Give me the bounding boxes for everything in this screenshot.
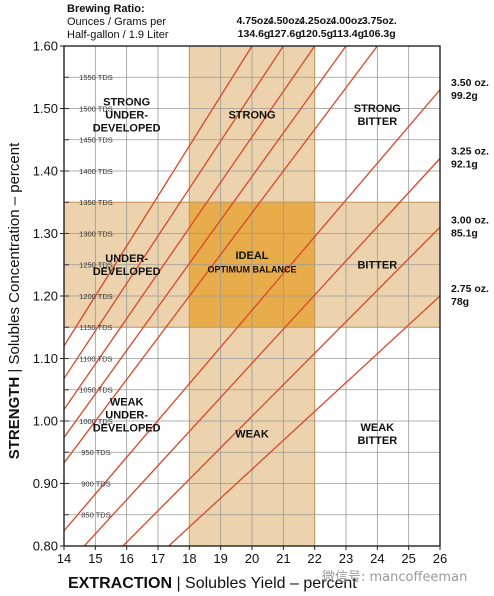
y-tick-label: 1.40 [33,164,58,179]
y-tick-label: 1.20 [33,289,58,304]
ratio-label-top-grams: 120.5g [300,28,333,40]
tds-tick-label: 1000 TDS [79,417,113,426]
y-tick-label: 1.00 [33,414,58,429]
x-tick-label: 21 [276,551,290,566]
brewing-ratio-title: Brewing Ratio: [67,3,145,15]
ratio-label-right-grams: 92.1g [451,159,478,171]
region-label: DEVELOPED [93,266,161,278]
ratio-label-right: 3.25 oz. [451,146,489,158]
x-tick-label: 16 [119,551,133,566]
y-tick-label: 1.10 [33,351,58,366]
tds-tick-label: 1300 TDS [79,229,113,238]
ratio-label-right: 3.00 oz. [451,214,489,226]
tds-tick-label: 1100 TDS [79,354,112,363]
region-label: UNDER- [105,110,148,122]
tds-tick-label: 1550 TDS [79,73,113,82]
x-tick-label: 25 [401,551,415,566]
region-label: STRONG [103,97,150,109]
region-label: OPTIMUM BALANCE [208,264,297,274]
ratio-label-top: 4.50oz. [268,15,303,27]
region-label: WEAK [235,428,269,440]
region-label: IDEAL [236,250,269,262]
tds-tick-label: 850 TDS [81,511,110,520]
y-tick-label: 1.60 [33,39,58,54]
ratio-line [83,158,440,546]
brewing-ratio-units: Ounces / Grams per [67,16,167,28]
region-label: UNDER- [105,253,148,265]
region-label: STRONG [354,103,401,115]
region-label: WEAK [361,422,395,434]
y-tick-label: 1.50 [33,101,58,116]
ratio-label-top-grams: 113.4g [332,28,364,40]
tds-tick-label: 1150 TDS [79,323,112,332]
ratio-label-top: 4.25oz. [299,15,334,27]
ratio-label-top-grams: 127.6g [269,28,302,40]
ratio-label-right-grams: 85.1g [451,227,478,239]
ratio-line [64,46,347,439]
ratio-line [64,89,440,532]
ratio-line [64,46,253,348]
tds-tick-label: 900 TDS [81,479,110,488]
x-tick-label: 24 [370,551,384,566]
ratio-label-top: 4.75oz. [236,15,271,27]
ratio-label-right-grams: 78g [451,296,469,308]
tds-tick-label: 1050 TDS [79,386,113,395]
ratio-label-right: 3.50 oz. [451,77,489,89]
y-tick-label: 1.30 [33,226,58,241]
ratio-label-top-grams: 106.3g [363,28,396,40]
y-tick-label: 0.80 [33,539,58,554]
y-axis-title-rest: | Solubles Concentration – percent [6,142,23,377]
ratio-line [64,46,284,380]
region-label: STRONG [228,110,275,122]
brewing-ratio-volume: Half-gallon / 1.9 Liter [67,29,169,41]
ratio-label-top: 3.75oz. [362,15,397,27]
x-tick-label: 26 [433,551,447,566]
tds-tick-label: 1500 TDS [79,104,113,113]
x-axis-title: EXTRACTION | Solubles Yield – percent [68,575,357,592]
ratio-line [122,226,440,546]
tds-tick-label: 1250 TDS [79,261,113,270]
x-tick-label: 15 [88,551,102,566]
tds-tick-label: 1200 TDS [79,292,113,301]
x-tick-label: 20 [245,551,259,566]
y-axis-title: STRENGTH | Solubles Concentration – perc… [6,142,23,459]
watermark: 微信号: mancoffeeman [322,570,468,585]
ratio-label-right-grams: 99.2g [451,90,478,102]
region-label: BITTER [357,260,397,272]
x-axis-title-rest: | Solubles Yield – percent [172,575,357,592]
ratio-label-top-grams: 134.6g [238,28,271,40]
ratio-line [64,46,316,411]
ratio-line [168,295,440,546]
region-label: DEVELOPED [93,123,161,135]
x-tick-label: 23 [339,551,353,566]
tds-tick-label: 1450 TDS [79,136,113,145]
y-axis-title-bold: STRENGTH [6,377,23,460]
ratio-label-top: 4.00oz. [330,15,365,27]
x-axis-title-bold: EXTRACTION [68,575,172,592]
y-tick-label: 0.90 [33,476,58,491]
x-tick-label: 19 [213,551,227,566]
x-tick-label: 22 [307,551,321,566]
tds-tick-label: 950 TDS [81,448,110,457]
region-label: WEAK [110,397,144,409]
ratio-label-right: 2.75 oz. [451,283,489,295]
x-tick-label: 18 [182,551,196,566]
tds-tick-label: 1400 TDS [79,167,113,176]
x-tick-label: 17 [151,551,165,566]
x-tick-label: 14 [57,551,71,566]
region-label: BITTER [357,435,397,447]
tds-tick-label: 1350 TDS [79,198,113,207]
region-label: DEVELOPED [93,423,161,435]
region-label: UNDER- [105,410,148,422]
region-label: BITTER [357,116,397,128]
